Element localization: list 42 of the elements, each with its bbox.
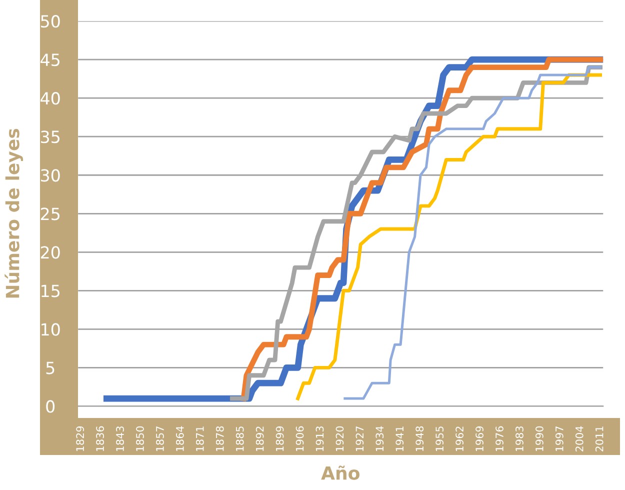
y-tick-label: 20 xyxy=(40,246,60,259)
y-tick-label: 25 xyxy=(40,208,60,220)
y-axis-title: Número de leyes xyxy=(4,128,23,298)
x-tick-label: 2004 xyxy=(575,426,584,452)
y-tick-label: 10 xyxy=(42,323,60,336)
x-tick-label: 1843 xyxy=(116,426,124,452)
x-tick-label: 1955 xyxy=(436,426,444,452)
x-tick-label: 1871 xyxy=(196,426,204,452)
x-tick-label: 1983 xyxy=(516,426,524,452)
y-tick-label: 15 xyxy=(42,284,60,298)
x-tick-label: 1962 xyxy=(456,426,464,452)
line-series xyxy=(344,66,602,400)
y-tick-label: 40 xyxy=(40,92,60,105)
x-tick-label: 1990 xyxy=(535,426,544,452)
x-tick-label: 1857 xyxy=(156,426,164,452)
x-tick-label: 1829 xyxy=(76,426,84,452)
x-axis-title: Año xyxy=(321,466,360,480)
line-series xyxy=(296,73,602,400)
x-tick-label: 2011 xyxy=(595,426,604,452)
y-tick-label: 30 xyxy=(41,169,60,182)
x-tick-label: 1948 xyxy=(416,426,424,452)
x-tick-label: 1997 xyxy=(555,426,564,452)
x-tick-label: 1927 xyxy=(356,426,364,452)
x-tick-label: 1885 xyxy=(236,426,244,452)
y-tick-label: 5 xyxy=(46,362,54,374)
y-tick-label: 45 xyxy=(40,54,60,66)
x-tick-label: 1920 xyxy=(336,426,344,452)
y-tick-label: 50 xyxy=(41,15,60,28)
x-tick-label: 1899 xyxy=(276,426,284,452)
x-tick-label: 1913 xyxy=(316,426,324,452)
x-tick-label: 1836 xyxy=(96,426,104,452)
x-tick-label: 1969 xyxy=(476,426,484,452)
x-tick-label: 1906 xyxy=(296,426,304,452)
y-tick-label: 35 xyxy=(41,130,60,144)
x-tick-label: 1934 xyxy=(376,426,384,452)
x-tick-label: 1864 xyxy=(176,426,184,452)
x-tick-label: 1941 xyxy=(396,426,404,452)
y-tick-label: 0 xyxy=(46,400,55,413)
x-tick-label: 1878 xyxy=(216,426,224,452)
x-tick-label: 1892 xyxy=(256,426,264,452)
x-tick-label: 1976 xyxy=(496,426,504,452)
x-tick-label: 1850 xyxy=(136,426,144,452)
